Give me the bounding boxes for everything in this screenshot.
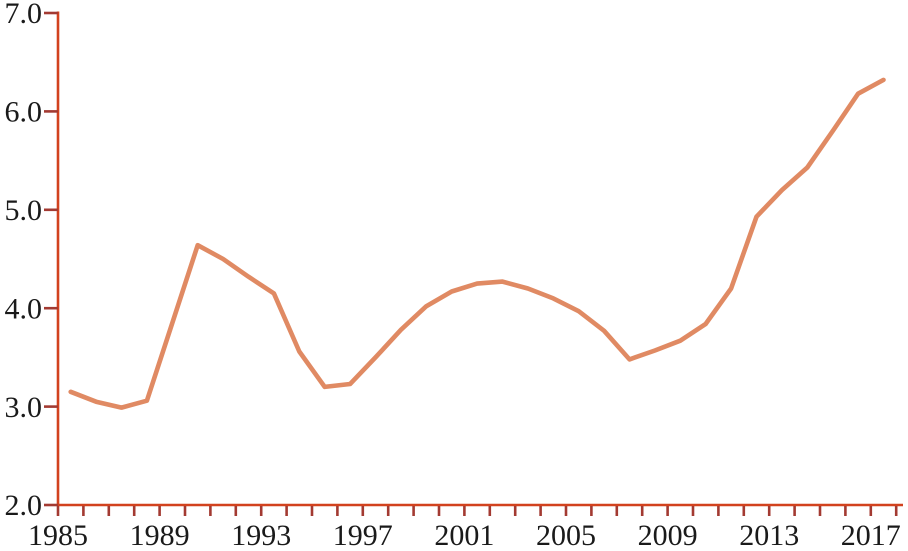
y-axis-tick-label: 7.0: [5, 0, 43, 30]
y-axis-tick-label: 6.0: [5, 96, 43, 129]
x-axis-tick-label: 1993: [231, 519, 291, 551]
x-axis-tick-label: 2017: [841, 519, 901, 551]
x-axis-tick-label: 2005: [536, 519, 596, 551]
y-axis-tick-label: 3.0: [5, 391, 43, 424]
data-series-line: [68, 77, 886, 410]
x-axis-tick-label: 1989: [130, 519, 190, 551]
x-axis-tick-label: 2009: [638, 519, 698, 551]
x-axis-tick-label: 2013: [739, 519, 799, 551]
x-axis-tick-label: 1997: [333, 519, 393, 551]
y-axis-tick-label: 5.0: [5, 194, 43, 227]
y-axis-tick-label: 4.0: [5, 292, 43, 325]
x-axis-tick-label: 1985: [28, 519, 88, 551]
x-axis-tick-label: 2001: [434, 519, 494, 551]
y-axis-tick-label: 2.0: [5, 489, 43, 522]
